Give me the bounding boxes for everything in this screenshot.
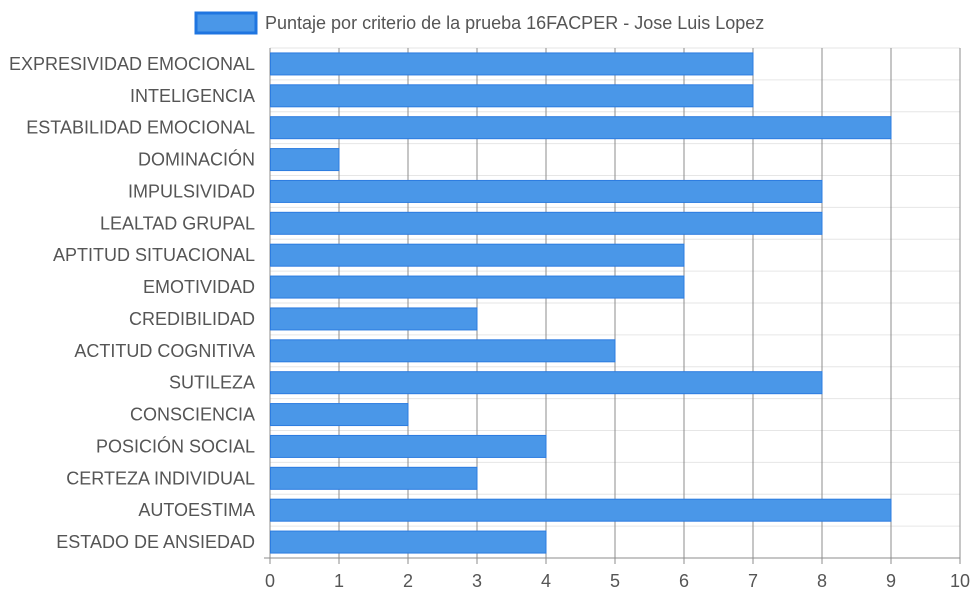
category-label: CONSCIENCIA: [130, 405, 255, 425]
x-tick-label: 10: [950, 571, 970, 591]
category-label: ACTITUD COGNITIVA: [74, 341, 255, 361]
category-label: ESTABILIDAD EMOCIONAL: [26, 118, 255, 138]
x-tick-label: 6: [679, 571, 689, 591]
x-tick-label: 1: [334, 571, 344, 591]
x-tick-label: 8: [817, 571, 827, 591]
category-label: SUTILEZA: [169, 373, 255, 393]
bar[interactable]: [270, 530, 547, 554]
bar[interactable]: [270, 339, 616, 363]
bar[interactable]: [270, 116, 892, 140]
category-label: CERTEZA INDIVIDUAL: [66, 468, 255, 488]
bar[interactable]: [270, 179, 823, 203]
x-tick-label: 9: [886, 571, 896, 591]
x-tick-label: 4: [541, 571, 551, 591]
x-tick-label: 3: [472, 571, 482, 591]
legend-label: Puntaje por criterio de la prueba 16FACP…: [265, 13, 764, 33]
bar[interactable]: [270, 243, 685, 267]
bar[interactable]: [270, 211, 823, 235]
legend[interactable]: Puntaje por criterio de la prueba 16FACP…: [194, 11, 764, 35]
bar[interactable]: [270, 434, 547, 458]
x-tick-label: 5: [610, 571, 620, 591]
bars: [270, 52, 892, 554]
x-tick-label: 7: [748, 571, 758, 591]
bar[interactable]: [270, 275, 685, 299]
legend-swatch[interactable]: [194, 11, 258, 35]
y-axis-labels: EXPRESIVIDAD EMOCIONAL INTELIGENCIA ESTABI…: [9, 54, 255, 552]
bar[interactable]: [270, 148, 340, 172]
bar[interactable]: [270, 84, 754, 108]
category-label: ESTADO DE ANSIEDAD: [56, 532, 255, 552]
category-label: INTELIGENCIA: [130, 86, 255, 106]
bar[interactable]: [270, 498, 892, 522]
bar[interactable]: [270, 403, 409, 427]
x-tick-label: 2: [403, 571, 413, 591]
bar[interactable]: [270, 307, 478, 331]
category-label: EMOTIVIDAD: [143, 277, 255, 297]
category-label: POSICIÓN SOCIAL: [96, 435, 255, 456]
bar[interactable]: [270, 371, 823, 395]
category-label: APTITUD SITUACIONAL: [53, 245, 255, 265]
grid: [264, 47, 961, 564]
category-label: EXPRESIVIDAD EMOCIONAL: [9, 54, 255, 74]
category-label: DOMINACIÓN: [138, 149, 255, 170]
category-label: AUTOESTIMA: [138, 500, 255, 520]
x-tick-label: 0: [265, 571, 275, 591]
category-label: IMPULSIVIDAD: [128, 181, 255, 201]
bar[interactable]: [270, 466, 478, 490]
bar[interactable]: [270, 52, 754, 76]
category-label: CREDIBILIDAD: [129, 309, 255, 329]
category-label: LEALTAD GRUPAL: [100, 213, 255, 233]
x-axis-ticks: 0 1 2 3 4 5 6 7 8 9 10: [265, 571, 970, 591]
